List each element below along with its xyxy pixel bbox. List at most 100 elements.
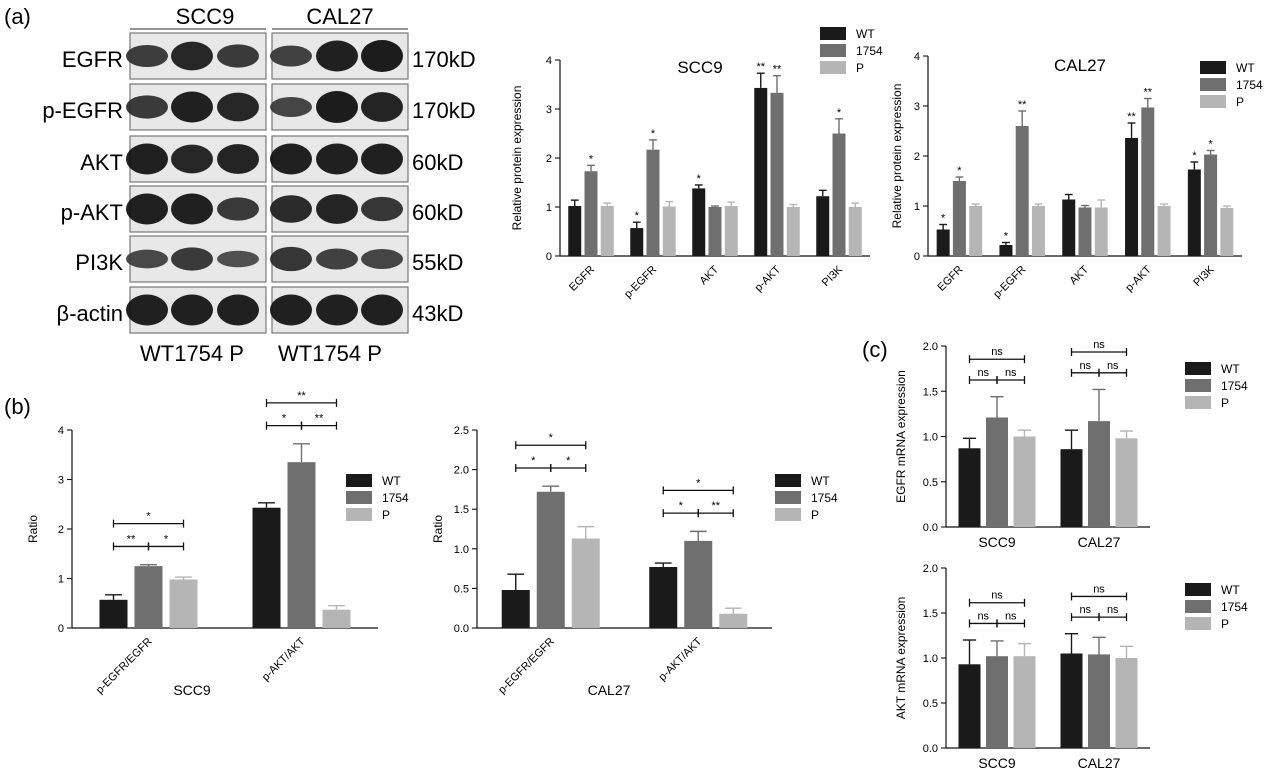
bar-1754-cal27 [1088,421,1110,527]
blot-band [361,143,403,175]
bar-wt-pi3k [1187,169,1201,256]
blot-group-cal27: CAL27 [306,4,373,29]
blot-band [126,95,168,119]
y-tick-label: 1.0 [454,544,469,556]
blot-row--actin: β-actin 43kD [57,286,463,334]
legend-swatch-1754 [1185,379,1211,392]
blot-band [270,143,312,175]
legend-swatch-wt [1200,61,1226,74]
comparison-label: * [549,432,554,444]
bar-wt-p-egfr-egfr [99,599,128,628]
y-tick-label: 3 [58,475,64,487]
y-tick-label: 4 [914,51,920,63]
bar-p-scc9 [1013,656,1036,748]
bar-1754-p-egfr-egfr [536,491,565,628]
blot-band [171,247,213,271]
blot-band [316,248,358,270]
bar-p-pi3k [848,207,862,256]
blot-band [270,97,312,117]
x-category-label: PI3K [1191,263,1217,289]
y-tick-label: 0 [546,251,552,263]
x-category-label: CAL27 [1078,755,1121,769]
blot-band [217,92,259,122]
bar-wt-akt [1062,199,1076,256]
y-axis-title: Relative protein expression [890,84,904,229]
bar-1754-egfr [584,171,598,256]
legend-label-1754: 1754 [1221,379,1248,393]
significance-mark: * [697,173,702,185]
blot-band [270,45,312,67]
y-axis-title: EGFR mRNA expression [894,370,908,503]
x-category-label: AKT [697,263,721,287]
legend-swatch-p [820,61,846,74]
y-tick-label: 3 [546,104,552,116]
comparison-label: ns [1107,604,1119,616]
legend-swatch-1754 [346,491,372,504]
x-category-label: SCC9 [978,534,1016,550]
blot-band [126,294,168,326]
bar-1754-akt [1078,207,1092,256]
bar-1754-p-akt [770,92,784,256]
significance-mark: * [957,165,962,177]
bar-wt-cal27 [1060,653,1083,748]
bar-wt-p-akt-akt [252,507,281,628]
y-tick-label: 2.0 [923,563,938,575]
legend-label-1754: 1754 [856,44,883,58]
legend-label-wt: WT [1236,61,1255,75]
significance-mark: ** [1018,99,1027,111]
blot-band [126,44,168,68]
blot-row-label: β-actin [57,301,123,326]
comparison-label: ns [977,610,989,622]
comparison-label: ** [297,390,306,402]
bar-p-p-egfr [1031,206,1045,256]
legend-label-1754: 1754 [382,491,409,505]
blot-row-label: p-AKT [61,200,123,225]
bar-p-p-egfr [662,206,676,256]
blot-row-mw: 55kD [412,250,463,275]
blot-band [171,91,213,123]
bar-wt-p-akt [754,87,768,257]
blot-band [361,92,403,122]
x-category-label: AKT [1067,263,1091,287]
legend-label-wt: WT [1221,583,1240,597]
blot-band [171,294,213,326]
blot-row-pi3k: PI3K 55kD [75,235,463,283]
bar-1754-p-akt-akt [684,540,713,628]
blot-band [270,246,312,272]
blot-band [126,249,168,269]
comparison-label: ns [1093,339,1105,351]
bar-p-cal27 [1115,438,1138,527]
legend-swatch-p [346,508,372,521]
comparison-label: * [146,511,151,523]
blot-band [361,294,403,326]
y-tick-label: 0.0 [923,743,938,755]
comparison-label: * [679,500,684,512]
legend-label-p: P [1221,396,1229,410]
bar-wt-egfr [936,229,950,256]
blot-band [270,294,312,326]
y-tick-label: 4 [58,425,64,437]
legend-label-1754: 1754 [811,491,838,505]
y-tick-label: 0.5 [454,583,469,595]
chart-c-akt: 0.0 0.5 1.0 1.5 2.0 AKT mRNA expression SCC9 CA… [894,563,1248,769]
bar-1754-scc9 [986,417,1008,527]
blot-band [217,250,259,268]
y-tick-label: 0.0 [454,623,469,635]
comparison-label: * [566,455,571,467]
x-category-label: p-EGFR/EGFR [496,636,557,697]
y-axis-title: Ratio [431,515,445,543]
chart-a-scc9: 0 1 2 3 4 Relative protein expression SCC9 * EGF… [510,27,883,301]
chart-title: CAL27 [1054,56,1106,75]
blot-band [316,194,358,224]
blot-row-p-akt: p-AKT 60kD [61,185,463,233]
legend-swatch-wt [775,474,801,487]
blot-band [217,44,259,68]
blot-lanes-cal27: WT1754 P [278,341,382,366]
bar-1754-cal27 [1088,654,1110,748]
bar-wt-p-egfr [630,228,644,256]
legend-swatch-wt [346,474,372,487]
legend-label-p: P [856,61,864,75]
legend-label-wt: WT [811,474,830,488]
y-tick-label: 0 [58,623,64,635]
